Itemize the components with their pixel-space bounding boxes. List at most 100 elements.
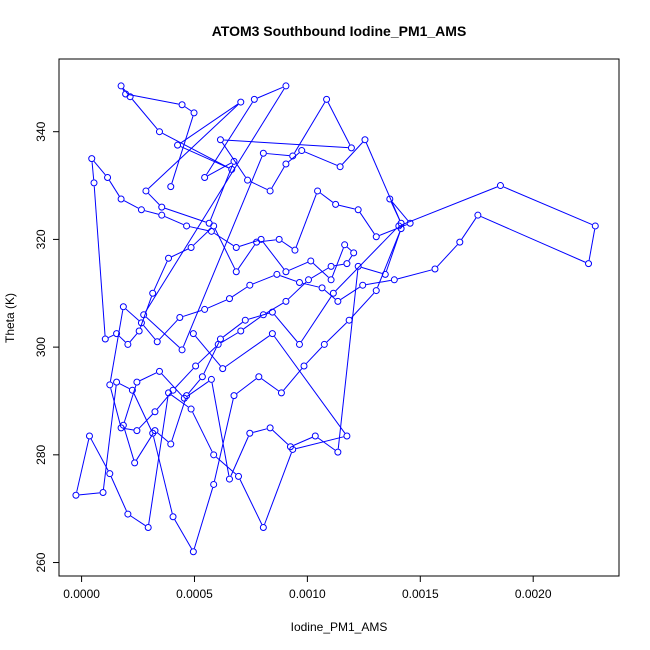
data-point	[456, 238, 464, 246]
y-tick-label: 340	[34, 121, 48, 141]
data-point	[178, 101, 186, 109]
series-segment	[171, 394, 189, 408]
series-segment	[223, 139, 348, 149]
series-segment	[331, 247, 344, 277]
series-segment	[171, 248, 189, 258]
data-point	[106, 381, 114, 389]
data-point	[406, 219, 414, 227]
series-segment	[338, 204, 355, 210]
series-segment	[239, 240, 258, 247]
data-point	[275, 235, 283, 243]
data-point	[113, 378, 121, 386]
series-segment	[123, 200, 139, 209]
series-segment	[327, 102, 351, 145]
data-point	[216, 335, 224, 343]
data-point	[332, 200, 340, 208]
data-point	[329, 289, 337, 297]
data-point	[273, 270, 281, 278]
series-segment	[401, 186, 498, 226]
data-point	[259, 311, 267, 319]
data-point	[372, 287, 380, 295]
series-segment	[220, 332, 239, 344]
data-point	[268, 330, 276, 338]
data-point	[289, 152, 297, 160]
series-segment	[174, 519, 193, 549]
y-axis-label: Theta (K)	[3, 293, 17, 343]
series-segment	[109, 310, 124, 382]
x-tick-label: 0.0005	[176, 587, 213, 601]
series-segment	[320, 192, 334, 203]
series-segment	[385, 231, 401, 272]
data-point	[343, 432, 351, 440]
series-segment	[143, 325, 156, 340]
data-point	[228, 165, 236, 173]
data-point	[259, 149, 267, 157]
series-segment	[348, 255, 353, 261]
data-point	[192, 362, 200, 370]
series-segment	[193, 487, 214, 549]
x-tick-label: 0.0010	[289, 587, 326, 601]
series-segment	[110, 388, 121, 425]
data-point	[207, 227, 215, 235]
series-segment	[211, 382, 230, 476]
series-segment	[207, 299, 227, 309]
data-point	[101, 335, 109, 343]
data-point	[124, 340, 132, 348]
data-point	[282, 82, 290, 90]
series-segment	[118, 335, 126, 343]
data-point	[165, 389, 173, 397]
series-segment	[215, 456, 237, 475]
data-point	[144, 524, 152, 532]
data-point	[496, 182, 504, 190]
data-point	[334, 448, 342, 456]
data-point	[155, 128, 163, 136]
series-segment	[207, 162, 232, 177]
data-point	[99, 489, 107, 497]
series-segment	[237, 244, 256, 270]
series-segment	[136, 433, 154, 461]
series-segment	[180, 146, 229, 169]
data-point	[142, 187, 150, 195]
data-point	[354, 262, 362, 270]
series-segment	[342, 142, 363, 165]
data-point	[137, 319, 145, 327]
data-point	[135, 327, 143, 335]
data-point	[124, 510, 132, 518]
data-point	[257, 235, 265, 243]
series-segment	[288, 261, 308, 271]
data-point	[350, 249, 358, 257]
x-tick-label: 0.0020	[515, 587, 552, 601]
data-point	[106, 470, 114, 478]
series-segment	[184, 106, 192, 112]
series-segment	[123, 428, 135, 460]
y-tick-label: 280	[34, 444, 48, 464]
series-segment	[206, 102, 253, 175]
data-point	[117, 82, 125, 90]
data-point	[295, 278, 303, 286]
data-point	[295, 340, 303, 348]
series-segment	[148, 396, 169, 525]
series-segment	[326, 322, 348, 343]
data-point	[305, 276, 313, 284]
series-segment	[317, 437, 336, 451]
data-point	[104, 173, 112, 181]
data-point	[268, 308, 276, 316]
series-segment	[366, 279, 391, 286]
series-segment	[157, 432, 169, 443]
series-segment	[164, 207, 207, 223]
x-tick-label: 0.0000	[63, 587, 100, 601]
series-segment	[274, 314, 298, 343]
data-point	[390, 276, 398, 284]
series-segment	[300, 295, 332, 342]
data-point	[153, 338, 161, 346]
series-segment	[243, 316, 261, 330]
series-segment	[293, 436, 313, 446]
series-segment	[252, 275, 274, 285]
data-point	[198, 373, 206, 381]
series-segment	[124, 427, 134, 431]
series-segment	[280, 275, 297, 282]
data-point	[474, 211, 482, 219]
series-segment	[153, 261, 168, 291]
series-segment	[222, 321, 243, 338]
